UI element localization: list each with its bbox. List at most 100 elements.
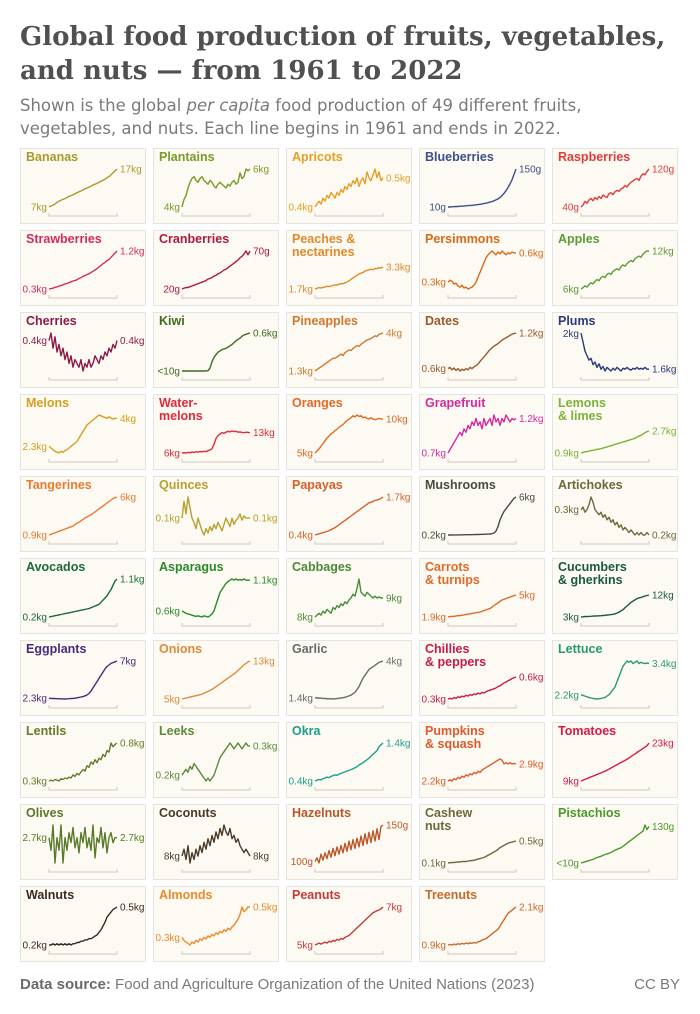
panel-title: Peanuts bbox=[292, 888, 341, 902]
series-line bbox=[181, 430, 251, 454]
panel-title: Leeks bbox=[159, 724, 195, 738]
end-value-label: 4kg bbox=[120, 414, 136, 425]
end-value-label: 1.7kg bbox=[386, 493, 410, 504]
panel-plantains: Plantains 4kg 6kg bbox=[153, 148, 279, 224]
x-axis bbox=[580, 623, 650, 627]
panel-oranges: Oranges 5kg 10kg bbox=[286, 394, 412, 470]
end-value-label: 6kg bbox=[253, 165, 269, 176]
end-value-label: 1.4kg bbox=[386, 739, 410, 750]
end-value-label: 23kg bbox=[652, 739, 674, 750]
panel-title: Apples bbox=[558, 232, 600, 246]
series-line bbox=[314, 660, 384, 700]
series-line bbox=[181, 660, 251, 700]
sparkline-chart: 0.2kg 0.5kg bbox=[23, 903, 144, 955]
panel-hazelnuts: Hazelnuts 100g 150g bbox=[286, 804, 412, 880]
end-value-label: 0.4kg bbox=[120, 336, 144, 347]
sparkline-chart: 5kg 10kg bbox=[297, 414, 408, 463]
series-line bbox=[448, 168, 517, 208]
x-axis bbox=[48, 623, 118, 627]
subtitle-part: Shown is the global bbox=[20, 96, 187, 115]
x-axis bbox=[314, 377, 384, 381]
panel-title: Apricots bbox=[292, 150, 343, 164]
end-value-label: 70g bbox=[253, 247, 270, 258]
x-axis bbox=[447, 377, 517, 381]
panel-title: Cranberries bbox=[159, 232, 230, 246]
start-value-label: 6kg bbox=[563, 285, 579, 296]
end-value-label: 4kg bbox=[386, 329, 402, 340]
end-value-label: 13kg bbox=[253, 428, 275, 439]
series-line bbox=[314, 824, 384, 864]
panel-peanuts: Peanuts 5kg 7kg bbox=[286, 886, 412, 962]
x-axis bbox=[314, 951, 384, 955]
sparkline-chart: 2.2kg 3.4kg bbox=[555, 659, 676, 709]
series-line bbox=[314, 578, 383, 618]
sparkline-chart: 0.4kg 1.4kg bbox=[289, 739, 410, 791]
start-value-label: 20g bbox=[163, 285, 180, 296]
end-value-label: 0.5kg bbox=[519, 837, 543, 848]
series-line bbox=[580, 594, 650, 618]
panel-pistachios: Pistachios <10g 130g bbox=[552, 804, 678, 880]
sparkline-chart: 100g 150g bbox=[291, 821, 408, 873]
panel-title: Oranges bbox=[292, 396, 343, 410]
sparkline-chart: 2.2kg 2.9kg bbox=[422, 758, 543, 791]
series-line bbox=[181, 742, 250, 782]
end-value-label: 1.6kg bbox=[652, 365, 676, 376]
x-axis bbox=[181, 459, 251, 463]
sparkline-chart: 0.6kg 1.1kg bbox=[156, 576, 277, 627]
series-line bbox=[314, 906, 384, 946]
end-value-label: 0.5kg bbox=[386, 173, 410, 184]
panel-raspberries: Raspberries 40g 120g bbox=[552, 148, 678, 224]
end-value-label: 0.3kg bbox=[253, 741, 277, 752]
x-axis bbox=[580, 377, 650, 381]
panel-grapefruit: Grapefruit 0.7kg 1.2kg bbox=[419, 394, 545, 470]
panel-title: Olives bbox=[26, 806, 64, 820]
panel-eggplants: Eggplants 2.3kg 7kg bbox=[20, 640, 146, 716]
series-line bbox=[447, 594, 517, 618]
series-line bbox=[580, 660, 650, 700]
panel-artichokes: Artichokes 0.3kg 0.2kg bbox=[552, 476, 678, 552]
x-axis bbox=[314, 787, 384, 791]
x-axis bbox=[447, 213, 517, 217]
sparkline-chart: 20g 70g bbox=[163, 247, 270, 299]
series-line bbox=[181, 824, 251, 864]
start-value-label: 0.3kg bbox=[23, 285, 47, 296]
start-value-label: 0.3kg bbox=[422, 695, 446, 706]
panel-avocados: Avocados 0.2kg 1.1kg bbox=[20, 558, 146, 634]
panel-apricots: Apricots 0.4kg 0.5kg bbox=[286, 148, 412, 224]
start-value-label: 0.1kg bbox=[156, 514, 180, 525]
panel-cashew-nuts: Cashew nuts 0.1kg 0.5kg bbox=[419, 804, 545, 880]
end-value-label: 0.6kg bbox=[519, 673, 543, 684]
sparkline-chart: 5kg 13kg bbox=[164, 657, 275, 709]
panel-title: Quinces bbox=[159, 478, 209, 492]
panel-cranberries: Cranberries 20g 70g bbox=[153, 230, 279, 306]
x-axis bbox=[181, 213, 251, 217]
panel-title: Cucumbers & gherkins bbox=[558, 560, 627, 587]
start-value-label: 0.4kg bbox=[23, 336, 47, 347]
start-value-label: 5kg bbox=[297, 449, 313, 460]
sparkline-chart: 8kg 9kg bbox=[297, 578, 402, 627]
panel-coconuts: Coconuts 8kg 8kg bbox=[153, 804, 279, 880]
sparkline-chart: 0.3kg 0.2kg bbox=[555, 496, 676, 545]
sparkline-chart: 6kg 12kg bbox=[563, 247, 674, 299]
x-axis bbox=[580, 869, 650, 873]
start-value-label: 2.2kg bbox=[422, 777, 446, 788]
x-axis bbox=[48, 295, 118, 299]
panel-tomatoes: Tomatoes 9kg 23kg bbox=[552, 722, 678, 798]
series-line bbox=[447, 758, 517, 782]
series-line bbox=[314, 168, 384, 208]
panel-title: Cherries bbox=[26, 314, 77, 328]
x-axis bbox=[447, 787, 517, 791]
end-value-label: 1.2kg bbox=[120, 247, 144, 258]
series-line bbox=[182, 332, 251, 372]
panel-title: Onions bbox=[159, 642, 203, 656]
series-line bbox=[580, 332, 649, 372]
series-line bbox=[447, 906, 517, 946]
panel-leeks: Leeks 0.2kg 0.3kg bbox=[153, 722, 279, 798]
panel-title: Okra bbox=[292, 724, 321, 738]
x-axis bbox=[48, 213, 118, 217]
end-value-label: 8kg bbox=[253, 852, 269, 863]
start-value-label: 0.9kg bbox=[23, 531, 47, 542]
start-value-label: 1.3kg bbox=[289, 367, 313, 378]
panel-treenuts: Treenuts 0.9kg 2.1kg bbox=[419, 886, 545, 962]
x-axis bbox=[48, 541, 118, 545]
